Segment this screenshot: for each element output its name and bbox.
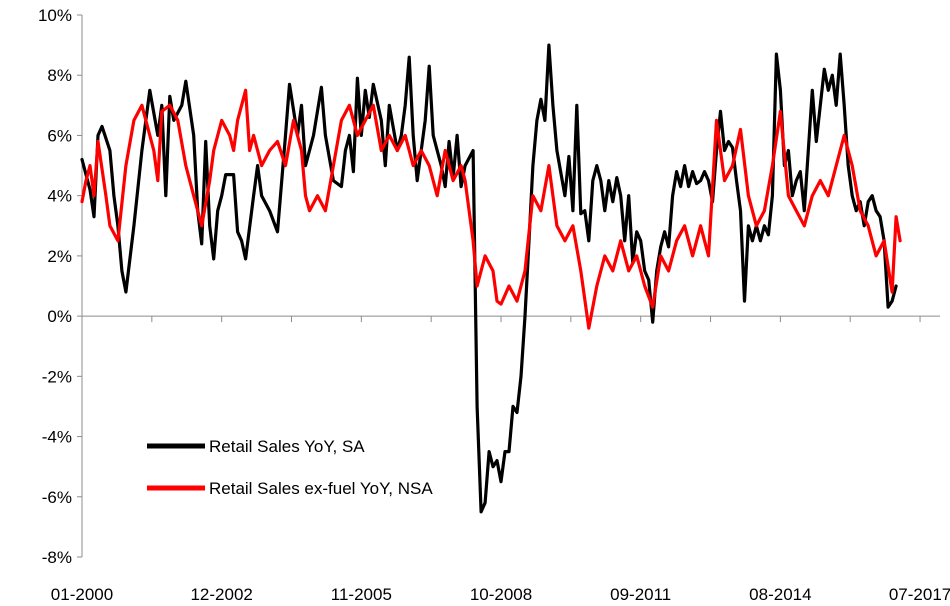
legend-label: Retail Sales ex-fuel YoY, NSA (209, 479, 433, 498)
x-tick-label: 07-2017 (889, 585, 950, 604)
y-tick-label: -4% (42, 428, 72, 447)
y-tick-label: 0% (47, 307, 72, 326)
x-tick-label: 09-2011 (610, 585, 671, 604)
axes-layer: -8% -6% -4% -2% 0% 2% 4% 6% 8% 10% 01-2000 12-2002 1… (38, 6, 950, 604)
x-tick-label: 08-2014 (749, 585, 811, 604)
x-tick-label: 12-2002 (190, 585, 252, 604)
y-tick-label: 10% (38, 6, 72, 25)
legend: Retail Sales YoY, SA Retail Sales ex-fuel… (147, 437, 433, 498)
legend-label: Retail Sales YoY, SA (209, 437, 365, 456)
y-tick-label: -2% (42, 367, 72, 386)
y-tick-label: -8% (42, 548, 72, 567)
y-tick-label: 6% (47, 126, 72, 145)
series-layer (80, 43, 902, 514)
y-tick-label: 2% (47, 247, 72, 266)
y-tick-label: -6% (42, 488, 72, 507)
x-tick-label: 01-2000 (51, 585, 113, 604)
series-line-retail-sales-ex-fuel-nsa (80, 88, 902, 330)
x-tick-label: 11-2005 (331, 585, 392, 604)
x-tick-label: 10-2008 (470, 585, 532, 604)
y-tick-label: 4% (47, 187, 72, 206)
series-line-retail-sales-sa (80, 43, 898, 514)
y-tick-label: 8% (47, 66, 72, 85)
